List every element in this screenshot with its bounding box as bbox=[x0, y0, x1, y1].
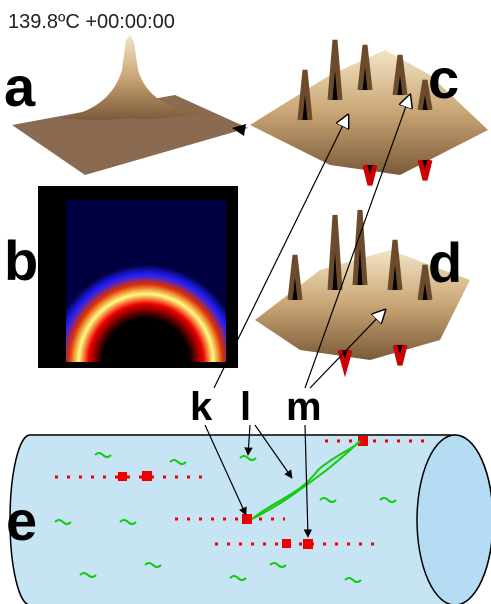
timestamp: 139.8ºC +00:00:00 bbox=[8, 11, 175, 33]
figure: 139.8ºC +00:00:00 a c b d k l m bbox=[0, 0, 491, 604]
panel-label: b bbox=[4, 229, 38, 292]
marker-label: m bbox=[286, 385, 322, 429]
marker-label: k bbox=[190, 385, 213, 429]
panel-label: e bbox=[6, 489, 37, 552]
marker-label: l bbox=[240, 385, 251, 429]
panel-label: c bbox=[428, 47, 459, 110]
panel-label: d bbox=[428, 231, 462, 294]
surface-a bbox=[12, 35, 248, 175]
panel-label: a bbox=[4, 55, 36, 118]
heatmap-b bbox=[38, 186, 238, 368]
cylinder bbox=[10, 435, 491, 604]
